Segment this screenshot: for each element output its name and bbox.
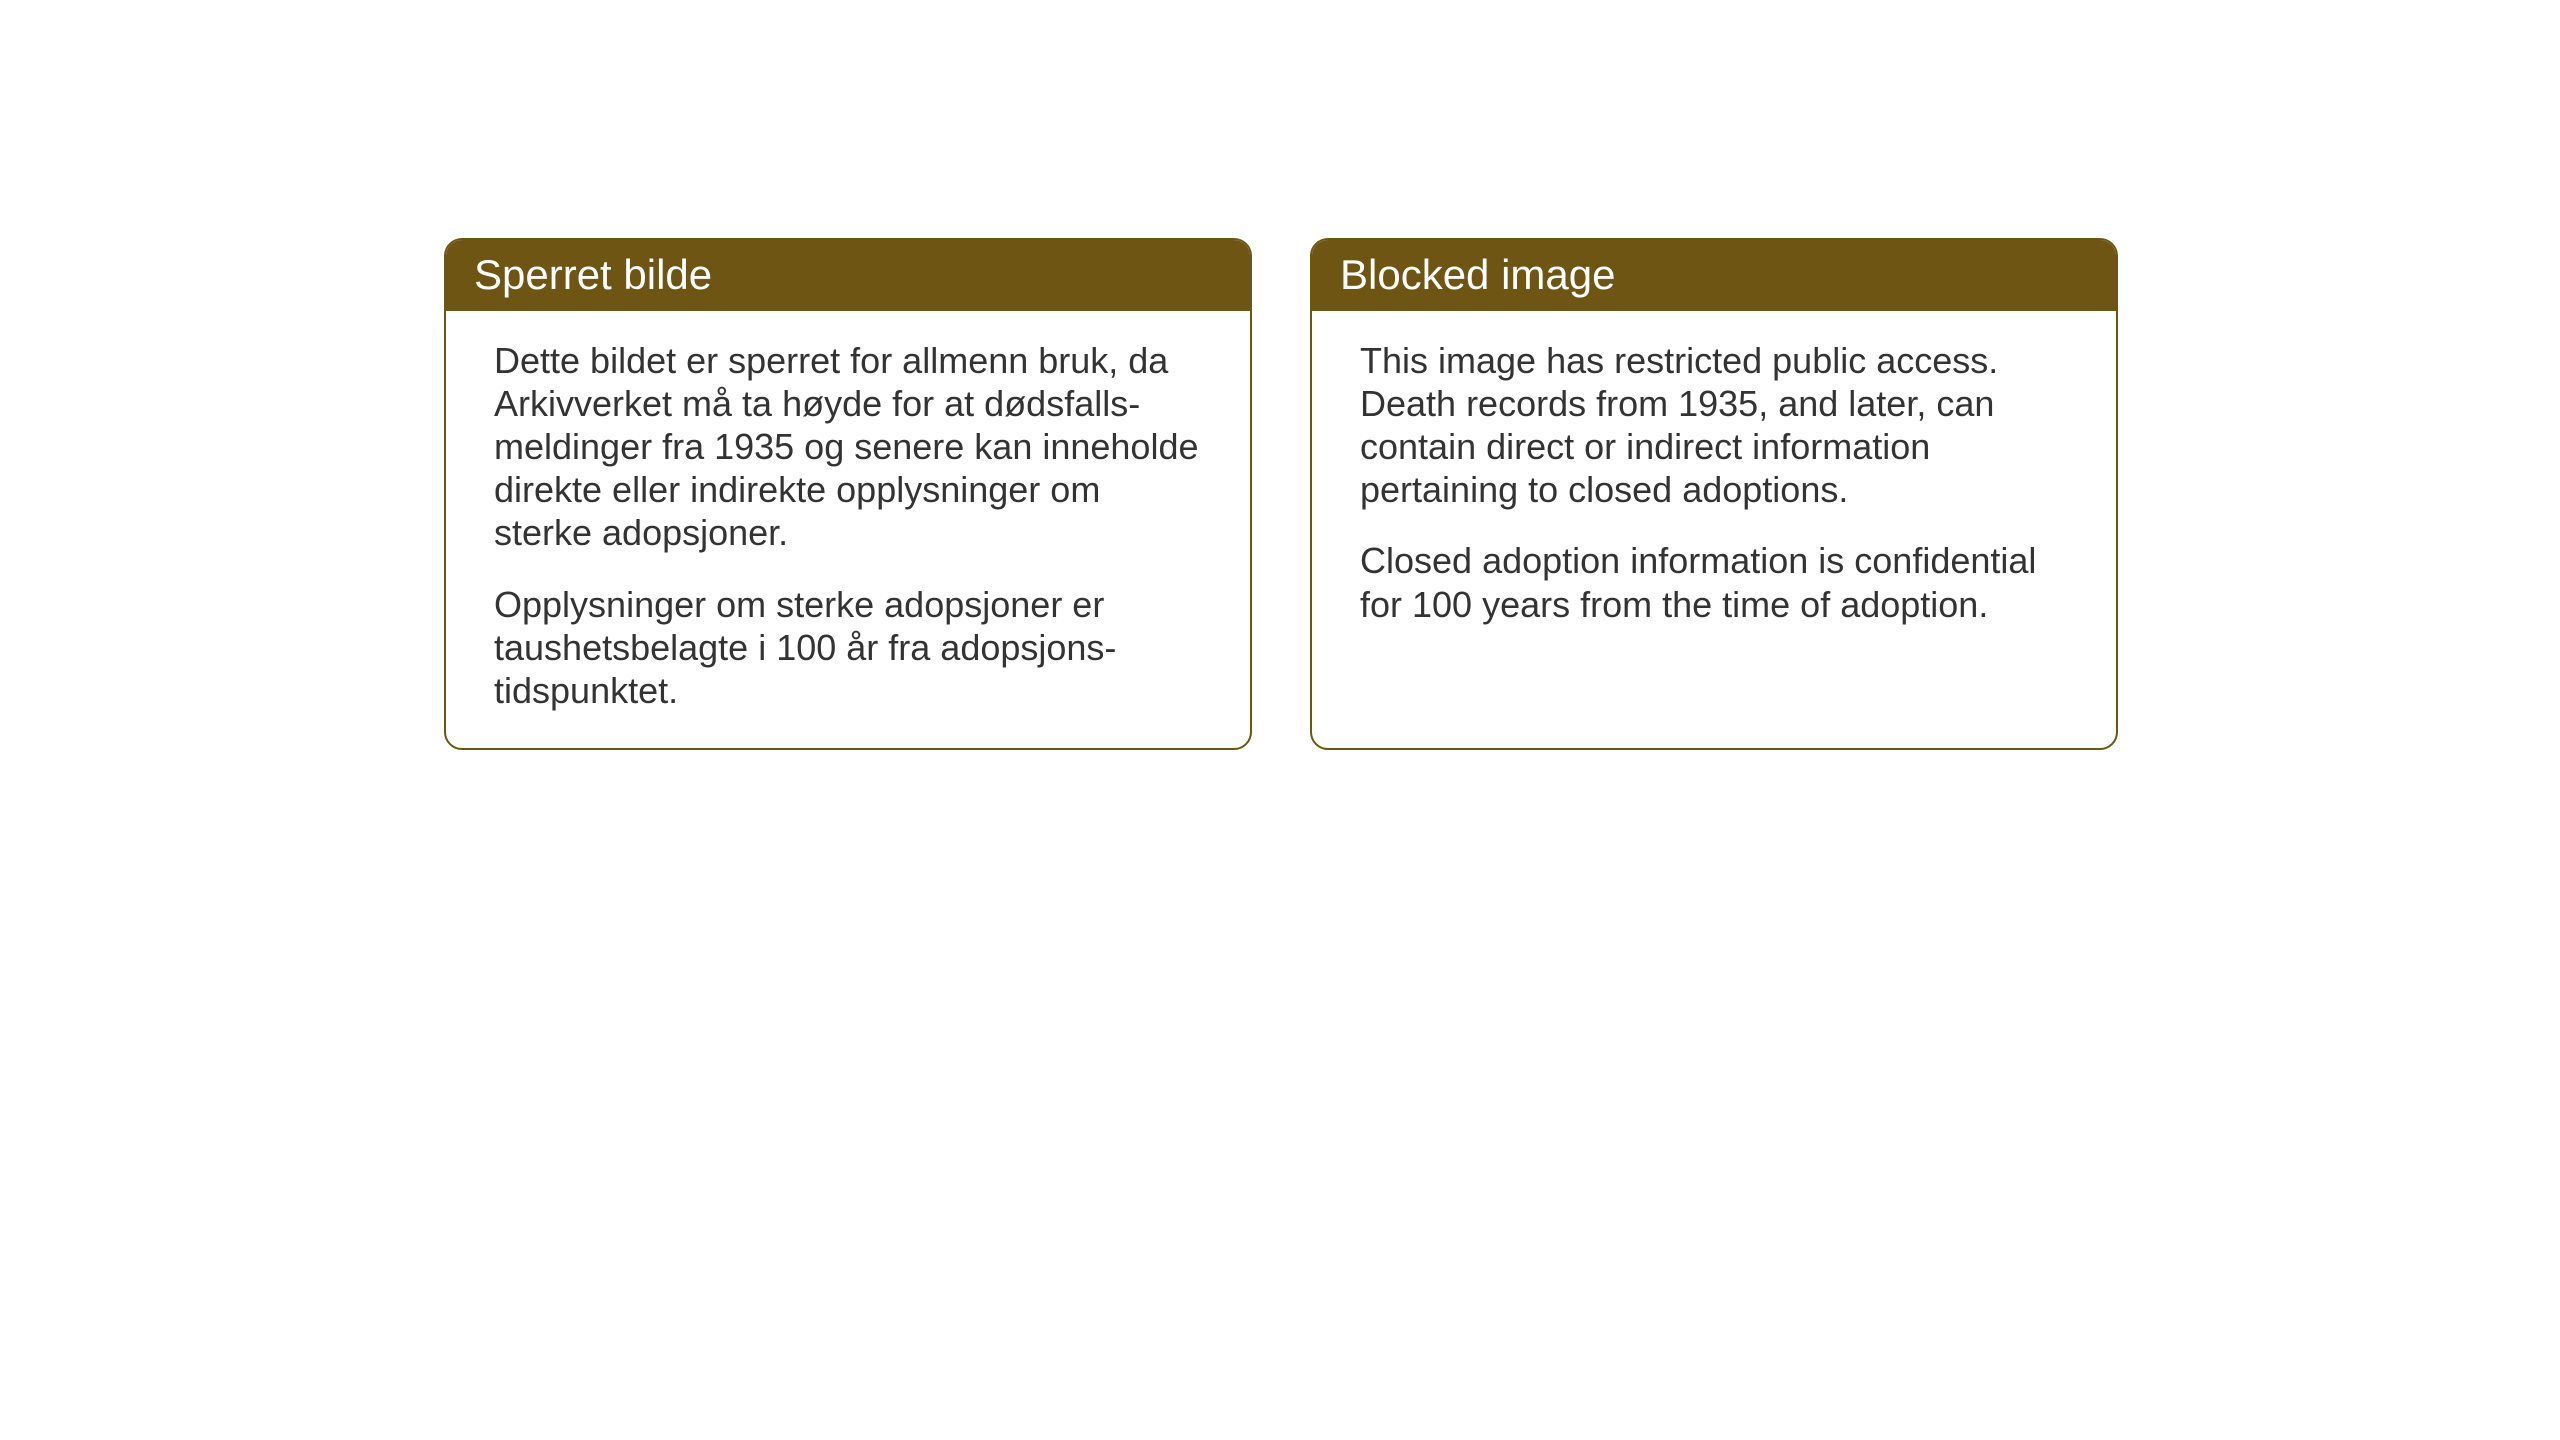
- card-body-english: This image has restricted public access.…: [1312, 311, 2116, 662]
- card-paragraph-2-english: Closed adoption information is confident…: [1360, 539, 2068, 625]
- card-title-english: Blocked image: [1340, 251, 1615, 298]
- card-paragraph-1-english: This image has restricted public access.…: [1360, 339, 2068, 512]
- card-title-norwegian: Sperret bilde: [474, 251, 712, 298]
- card-paragraph-2-norwegian: Opplysninger om sterke adopsjoner er tau…: [494, 583, 1202, 713]
- card-header-norwegian: Sperret bilde: [446, 240, 1250, 311]
- card-english: Blocked image This image has restricted …: [1310, 238, 2118, 750]
- card-header-english: Blocked image: [1312, 240, 2116, 311]
- card-body-norwegian: Dette bildet er sperret for allmenn bruk…: [446, 311, 1250, 749]
- card-norwegian: Sperret bilde Dette bildet er sperret fo…: [444, 238, 1252, 750]
- cards-container: Sperret bilde Dette bildet er sperret fo…: [444, 238, 2118, 750]
- card-paragraph-1-norwegian: Dette bildet er sperret for allmenn bruk…: [494, 339, 1202, 555]
